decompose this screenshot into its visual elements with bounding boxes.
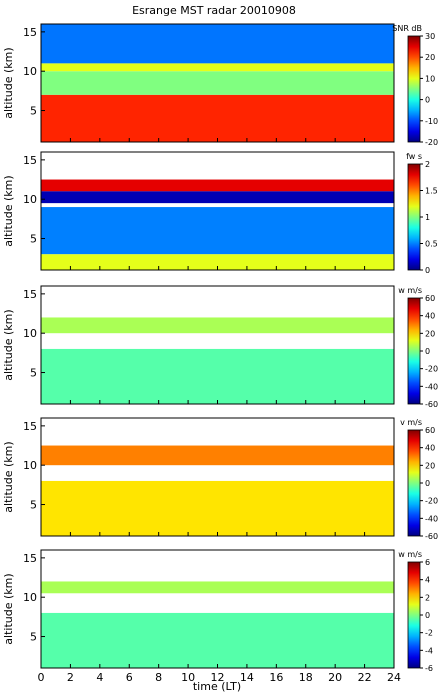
colorbar-label-3: w m/s	[398, 286, 422, 295]
panel-3: 5 10 15 altitude (km) w m/s60 40 20 0 -20 -40 -60	[2, 285, 438, 409]
colorbar-tick-label-1-1: 20	[425, 53, 435, 62]
x-tick-label-4: 8	[155, 671, 162, 684]
x-axis-label: time (LT)	[193, 680, 241, 693]
panel-2: 5 10 15 altitude (km) fw s2 1.5 1 0.5 0	[2, 151, 438, 275]
colorbar-tick-label-1-0: 30	[425, 32, 435, 41]
x-tick-label-1: 2	[67, 671, 74, 684]
colorbar-tick-label-5-2: 2	[425, 593, 430, 602]
y-tick-label-1-2: 15	[23, 26, 37, 39]
y-axis-label-1: altitude (km)	[2, 47, 15, 118]
data-layer-1-3	[41, 63, 394, 72]
y-tick-label-4-0: 5	[30, 499, 37, 512]
colorbar-tick-label-4-5: -40	[425, 514, 438, 523]
x-tick-label-6: 12	[211, 671, 225, 684]
y-tick-label-5-2: 15	[23, 552, 37, 565]
colorbar-label-4: v m/s	[400, 418, 422, 427]
x-tick-label-10: 20	[328, 671, 342, 684]
colorbar-tick-label-4-1: 40	[425, 444, 435, 453]
colorbar-tick-label-1-4: -10	[425, 117, 438, 126]
colorbar-tick-label-3-6: -60	[425, 400, 438, 409]
y-axis-label-4: altitude (km)	[2, 441, 15, 512]
y-tick-label-2-1: 10	[23, 193, 37, 206]
data-layer-1-1	[41, 94, 394, 142]
data-layer-5-2	[41, 612, 394, 668]
colorbar-tick-label-2-4: 0	[425, 266, 430, 275]
colorbar-tick-label-3-1: 40	[425, 312, 435, 321]
x-tick-label-2: 4	[96, 671, 103, 684]
x-tick-label-0: 0	[38, 671, 45, 684]
colorbar-tick-label-3-4: -20	[425, 365, 438, 374]
colorbar-tick-label-5-6: -6	[425, 664, 433, 673]
y-tick-label-3-0: 5	[30, 367, 37, 380]
data-layer-4-2	[41, 480, 394, 536]
colorbar-tick-label-3-0: 60	[425, 294, 435, 303]
x-tick-label-7: 14	[240, 671, 254, 684]
colorbar-tick-label-4-3: 0	[425, 479, 430, 488]
x-tick-label-11: 22	[358, 671, 372, 684]
data-layer-2-2	[41, 191, 394, 204]
x-tick-label-9: 18	[299, 671, 313, 684]
colorbar-tick-label-5-3: 0	[425, 611, 430, 620]
colorbar-5	[407, 561, 421, 669]
figure-title: Esrange MST radar 20010908	[132, 4, 296, 17]
colorbar-tick-label-1-5: -20	[425, 138, 438, 147]
colorbar-tick-label-4-6: -60	[425, 532, 438, 541]
colorbar-label-5: w m/s	[398, 550, 422, 559]
data-layer-5-1	[41, 581, 394, 594]
colorbar-tick-label-5-1: 4	[425, 576, 430, 585]
colorbar-2	[407, 163, 421, 271]
colorbar-tick-label-4-4: -20	[425, 497, 438, 506]
colorbar-label-2: fw s	[406, 152, 422, 161]
colorbar-tick-label-3-5: -40	[425, 382, 438, 391]
colorbar-tick-label-5-0: 6	[425, 558, 430, 567]
y-tick-label-2-2: 15	[23, 154, 37, 167]
data-layer-1-4	[41, 24, 394, 64]
y-axis-label-3: altitude (km)	[2, 309, 15, 380]
y-tick-label-2-0: 5	[30, 233, 37, 246]
colorbar-tick-label-4-2: 20	[425, 461, 435, 470]
colorbar-tick-label-1-2: 10	[425, 74, 435, 83]
data-layer-3-2	[41, 348, 394, 404]
colorbar-tick-label-3-3: 0	[425, 347, 430, 356]
colorbar-tick-label-3-2: 20	[425, 329, 435, 338]
y-axis-label-2: altitude (km)	[2, 175, 15, 246]
y-tick-label-4-2: 15	[23, 420, 37, 433]
data-layer-2-1	[41, 179, 394, 192]
data-layer-2-3	[41, 207, 394, 255]
panel-4: 5 10 15 altitude (km) v m/s60 40 20 0 -20 -40 -60	[2, 417, 438, 541]
data-layer-4-1	[41, 445, 394, 466]
colorbar-tick-label-2-1: 1.5	[425, 187, 438, 196]
colorbar-tick-label-5-5: -4	[425, 646, 433, 655]
colorbar-tick-label-4-0: 60	[425, 426, 435, 435]
x-tick-label-5: 10	[181, 671, 195, 684]
colorbar-tick-label-2-3: 0.5	[425, 240, 438, 249]
x-tick-label-12: 24	[387, 671, 401, 684]
y-tick-label-5-1: 10	[23, 591, 37, 604]
colorbar-label-1: SNR dB	[392, 24, 422, 33]
colorbar-tick-label-2-2: 1	[425, 213, 430, 222]
x-tick-label-3: 6	[126, 671, 133, 684]
y-tick-label-3-1: 10	[23, 327, 37, 340]
colorbar-tick-label-2-0: 2	[425, 160, 430, 169]
y-tick-label-1-0: 5	[30, 105, 37, 118]
y-tick-label-3-2: 15	[23, 288, 37, 301]
colorbar-4	[407, 429, 421, 537]
data-layer-1-2	[41, 71, 394, 95]
colorbar-1	[407, 35, 421, 143]
y-tick-label-4-1: 10	[23, 459, 37, 472]
y-tick-label-5-0: 5	[30, 631, 37, 644]
colorbar-tick-label-5-4: -2	[425, 629, 433, 638]
data-layer-3-1	[41, 317, 394, 334]
y-tick-label-1-1: 10	[23, 65, 37, 78]
y-axis-label-5: altitude (km)	[2, 573, 15, 644]
colorbar-tick-label-1-3: 0	[425, 96, 430, 105]
x-tick-label-8: 16	[269, 671, 283, 684]
colorbar-3	[407, 297, 421, 405]
